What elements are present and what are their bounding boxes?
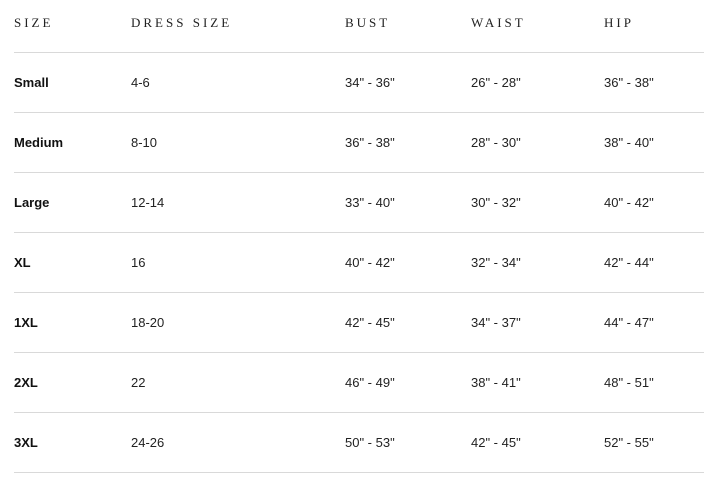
cell-bust: 34" - 36" [345, 52, 471, 113]
table-row: Large 12-14 33" - 40" 30" - 32" 40" - 42" [14, 172, 704, 233]
table-row: Small 4-6 34" - 36" 26" - 28" 36" - 38" [14, 52, 704, 113]
table-row: 1XL 18-20 42" - 45" 34" - 37" 44" - 47" [14, 292, 704, 353]
cell-hip: 36" - 38" [604, 52, 704, 113]
cell-size: Large [14, 172, 131, 233]
cell-bust: 42" - 45" [345, 292, 471, 353]
cell-waist: 30" - 32" [471, 172, 604, 233]
cell-dress: 16 [131, 232, 345, 293]
table-row: 2XL 22 46" - 49" 38" - 41" 48" - 51" [14, 352, 704, 413]
size-chart-table: SIZE DRESS SIZE BUST WAIST HIP Small 4-6 3… [14, 0, 704, 473]
cell-hip: 38" - 40" [604, 112, 704, 173]
cell-size: 3XL [14, 412, 131, 473]
table-row: XL 16 40" - 42" 32" - 34" 42" - 44" [14, 232, 704, 293]
cell-size: 1XL [14, 292, 131, 353]
cell-bust: 40" - 42" [345, 232, 471, 293]
header-hip: HIP [604, 0, 704, 53]
cell-waist: 34" - 37" [471, 292, 604, 353]
cell-dress: 22 [131, 352, 345, 413]
cell-bust: 50" - 53" [345, 412, 471, 473]
cell-waist: 32" - 34" [471, 232, 604, 293]
cell-dress: 12-14 [131, 172, 345, 233]
cell-hip: 48" - 51" [604, 352, 704, 413]
cell-waist: 28" - 30" [471, 112, 604, 173]
cell-hip: 40" - 42" [604, 172, 704, 233]
cell-bust: 36" - 38" [345, 112, 471, 173]
cell-dress: 24-26 [131, 412, 345, 473]
cell-size: XL [14, 232, 131, 293]
cell-waist: 38" - 41" [471, 352, 604, 413]
cell-waist: 26" - 28" [471, 52, 604, 113]
header-size: SIZE [14, 0, 131, 53]
cell-dress: 4-6 [131, 52, 345, 113]
cell-size: Small [14, 52, 131, 113]
table-row: 3XL 24-26 50" - 53" 42" - 45" 52" - 55" [14, 412, 704, 473]
cell-size: 2XL [14, 352, 131, 413]
cell-hip: 52" - 55" [604, 412, 704, 473]
cell-waist: 42" - 45" [471, 412, 604, 473]
header-waist: WAIST [471, 0, 604, 53]
cell-hip: 44" - 47" [604, 292, 704, 353]
cell-hip: 42" - 44" [604, 232, 704, 293]
header-row: SIZE DRESS SIZE BUST WAIST HIP [14, 0, 704, 53]
cell-dress: 8-10 [131, 112, 345, 173]
cell-dress: 18-20 [131, 292, 345, 353]
cell-bust: 33" - 40" [345, 172, 471, 233]
cell-bust: 46" - 49" [345, 352, 471, 413]
table-row: Medium 8-10 36" - 38" 28" - 30" 38" - 40" [14, 112, 704, 173]
header-bust: BUST [345, 0, 471, 53]
cell-size: Medium [14, 112, 131, 173]
header-dress-size: DRESS SIZE [131, 0, 345, 53]
